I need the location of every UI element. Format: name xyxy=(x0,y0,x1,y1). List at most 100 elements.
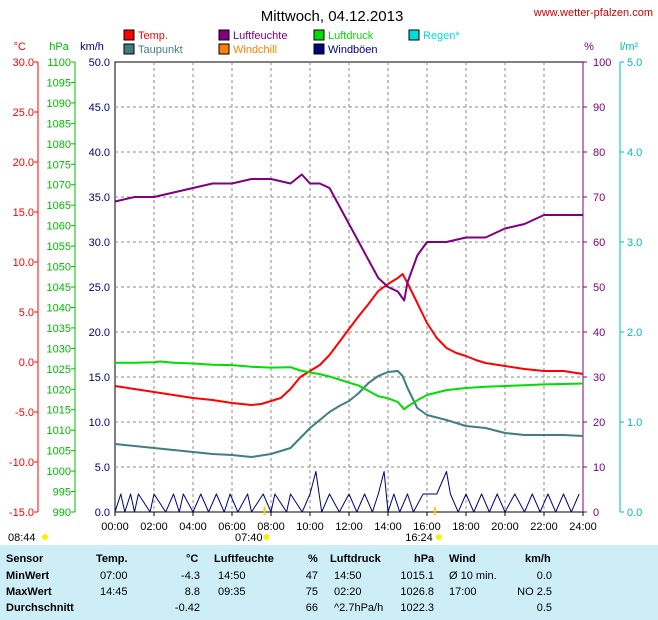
humidity-tick-10: 0 xyxy=(593,507,599,519)
pressure-tick-7: 1065 xyxy=(47,200,71,212)
pressure-tick-0: 1100 xyxy=(47,57,71,69)
pressure-tick-8: 1060 xyxy=(47,221,71,233)
humidity-tick-6: 40 xyxy=(593,327,605,339)
temp-tick-3: 15.0 xyxy=(13,207,34,219)
temp-tick-1: 25.0 xyxy=(13,107,34,119)
pressure-tick-22: 990 xyxy=(53,507,71,519)
time-tick-8: 16:00 xyxy=(413,521,441,533)
legend-label-1: Luftfeuchte xyxy=(233,30,287,42)
temp-tick-0: 30.0 xyxy=(13,57,34,69)
humidity-tick-5: 50 xyxy=(593,282,605,294)
legend-label-3: Regen* xyxy=(423,30,460,42)
stats-cell-label: Durchschnitt xyxy=(6,602,74,614)
stats-header-wind: Wind xyxy=(449,553,476,565)
weather-chart: Mittwoch, 04.12.2013 www.wetter-pfalzen.… xyxy=(8,7,653,544)
time-tick-9: 18:00 xyxy=(452,521,480,533)
temp-tick-6: 0.0 xyxy=(19,357,34,369)
humidity-tick-8: 20 xyxy=(593,417,605,429)
wind-tick-6: 20.0 xyxy=(89,327,110,339)
time-tick-11: 22:00 xyxy=(530,521,558,533)
series-line-3 xyxy=(115,360,584,411)
stats-header-hum-unit: % xyxy=(308,553,318,565)
sunset-label: 16:24 xyxy=(405,532,433,544)
time-tick-5: 10:00 xyxy=(296,521,324,533)
stats-cell-wind: 0.5 xyxy=(536,602,552,614)
wind-tick-2: 40.0 xyxy=(89,147,110,159)
sunrise-prev-sun-icon xyxy=(42,534,48,540)
stats-rows: MinWert 07:00 -4.3 14:50 47 14:50 1015.1 Ø 10 m… xyxy=(0,545,658,620)
pressure-tick-2: 1090 xyxy=(47,98,71,110)
time-tick-10: 20:00 xyxy=(491,521,519,533)
time-tick-6: 12:00 xyxy=(335,521,363,533)
stats-cell-press_time: 14:50 xyxy=(334,570,362,582)
time-tick-3: 06:00 xyxy=(218,521,246,533)
unit-humidity: % xyxy=(584,41,594,53)
unit-rain: l/m² xyxy=(620,41,639,53)
stats-header-press-unit: hPa xyxy=(414,553,435,565)
stats-header-wind-unit: km/h xyxy=(525,553,551,565)
wind-tick-0: 50.0 xyxy=(89,57,110,69)
pressure-tick-21: 995 xyxy=(53,487,71,499)
pressure-tick-15: 1025 xyxy=(47,364,71,376)
unit-wind: km/h xyxy=(80,41,104,53)
legend-swatch-6 xyxy=(313,43,325,55)
legend-swatch-5 xyxy=(218,43,230,55)
humidity-tick-4: 60 xyxy=(593,237,605,249)
legend-swatch-3 xyxy=(408,29,420,41)
wind-tick-9: 5.0 xyxy=(95,462,110,474)
stats-header-press: Luftdruck xyxy=(330,553,381,565)
humidity-tick-2: 80 xyxy=(593,147,605,159)
axis-ticks: 30.0 25.0 20.0 15.0 10.0 5.0 0.0 -5.0 -10.0 -15.0… xyxy=(9,57,642,533)
sunrise-sun-icon xyxy=(263,534,270,540)
pressure-tick-3: 1085 xyxy=(47,118,71,130)
stats-cell-wind_label: 17:00 xyxy=(449,586,477,598)
time-tick-0: 00:00 xyxy=(101,521,129,533)
rain-tick-2: 3.0 xyxy=(627,237,642,249)
stats-header-sensor: Sensor xyxy=(6,553,44,565)
pressure-tick-11: 1045 xyxy=(47,282,71,294)
sunset-sun-icon xyxy=(435,534,442,540)
pressure-tick-1: 1095 xyxy=(47,77,71,89)
unit-temp: °C xyxy=(14,41,26,53)
stats-cell-label: MinWert xyxy=(6,570,50,582)
time-tick-4: 08:00 xyxy=(257,521,285,533)
stats-cell-temp: 8.8 xyxy=(184,586,200,598)
pressure-tick-12: 1040 xyxy=(47,302,71,314)
unit-pressure: hPa xyxy=(49,41,69,53)
legend-label-5: Windchill xyxy=(233,44,277,56)
stats-cell-hum_time: 09:35 xyxy=(218,586,246,598)
temp-tick-5: 5.0 xyxy=(19,307,34,319)
pressure-tick-18: 1010 xyxy=(47,425,71,437)
stats-cell-press_time: 02:20 xyxy=(334,586,362,598)
stats-cell-temp: -4.3 xyxy=(181,570,200,582)
wind-tick-8: 10.0 xyxy=(89,417,110,429)
sun-markers: 07:40 16:24 08:44 xyxy=(8,507,442,544)
rain-tick-1: 4.0 xyxy=(627,147,642,159)
stats-cell-temp_time: 14:45 xyxy=(100,586,128,598)
pressure-tick-17: 1015 xyxy=(47,405,71,417)
stats-table: Sensor Temp. °C Luftfeuchte % Luftdruck … xyxy=(0,545,658,620)
pressure-tick-14: 1030 xyxy=(47,343,71,355)
rain-tick-5: 0.0 xyxy=(627,507,642,519)
pressure-tick-6: 1070 xyxy=(47,180,71,192)
stats-cell-hum: 47 xyxy=(305,570,318,582)
legend-swatch-0 xyxy=(123,29,135,41)
grid xyxy=(115,62,583,512)
site-link[interactable]: www.wetter-pfalzen.com xyxy=(533,7,653,19)
legend-swatch-4 xyxy=(123,43,135,55)
rain-tick-0: 5.0 xyxy=(627,57,642,69)
wind-tick-7: 15.0 xyxy=(89,372,110,384)
chart-title: Mittwoch, 04.12.2013 xyxy=(261,8,404,25)
series-line-1 xyxy=(114,370,584,458)
wind-tick-4: 30.0 xyxy=(89,237,110,249)
stats-cell-press_time: ^2.7hPa/h xyxy=(334,602,384,614)
stats-header-temp: Temp. xyxy=(96,553,128,565)
time-tick-7: 14:00 xyxy=(374,521,402,533)
temp-tick-4: 10.0 xyxy=(13,257,34,269)
series-line-2 xyxy=(114,173,583,302)
pressure-tick-10: 1050 xyxy=(47,262,71,274)
stats-header-hum: Luftfeuchte xyxy=(214,553,274,565)
legend-label-2: Luftdruck xyxy=(328,30,374,42)
stats-cell-label: MaxWert xyxy=(6,586,52,598)
time-tick-12: 24:00 xyxy=(569,521,597,533)
